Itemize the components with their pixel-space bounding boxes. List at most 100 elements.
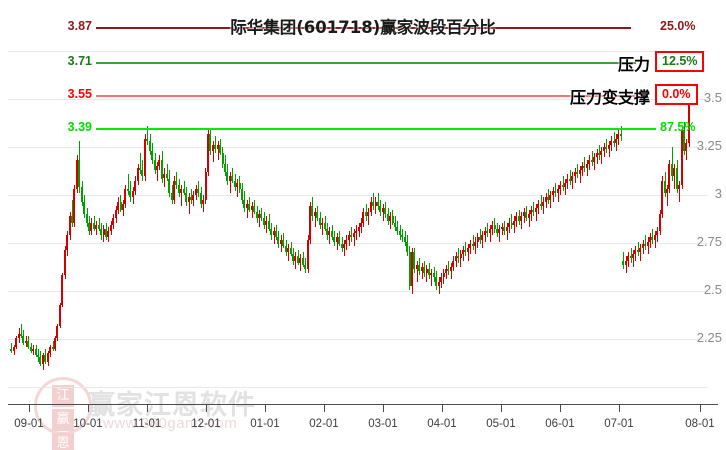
candle-wick [167,163,168,181]
gridline [8,387,708,388]
candle-wick [378,193,379,211]
candle-wick [19,327,20,343]
gann-band-line [96,27,631,29]
candle-wick [157,161,158,181]
candle-body [121,203,124,211]
candle-wick [621,125,622,141]
candle-wick [315,207,316,227]
candle-body [75,159,78,190]
candle-body [527,214,530,219]
candle-body [131,191,134,198]
candle-body [459,254,462,259]
y-axis-label: 3.25 [696,138,722,153]
candle-wick [128,174,129,196]
candle-body [437,281,440,286]
gann-price-label: 3.87 [67,19,92,33]
candle-body [204,172,207,200]
candle-body [206,134,209,173]
candle-wick [592,151,593,166]
candle-body [19,334,22,337]
candle-body [639,247,642,253]
candle-body [15,338,18,347]
candle-body [474,241,477,246]
candle-body [129,191,132,198]
candle-body [44,355,47,362]
candle-wick [648,237,649,255]
candle-body [138,167,141,171]
candle-wick [322,218,323,236]
candle-wick [667,184,668,206]
candle-wick [155,153,156,175]
watermark-brand: 赢家江恩软件 [88,390,256,421]
candle-wick [295,252,296,269]
candle-body [330,231,333,238]
candle-wick [511,214,512,229]
candle-body [554,191,557,194]
candle-body [66,235,69,251]
candle-body [634,250,637,255]
candle-body [61,275,64,305]
candle-wick [138,163,139,185]
candle-wick [308,235,309,274]
candle-body [265,220,268,225]
candle-body [219,144,222,154]
candle-body [90,222,93,232]
candle-body [112,218,115,225]
candle-wick [252,201,253,219]
candle-wick [21,323,22,339]
x-axis-tick [383,405,384,412]
x-axis-label: 06-01 [545,418,575,430]
candle-body [328,231,331,236]
candle-body [163,174,166,179]
candle-body [216,144,219,150]
candle-body [624,260,627,265]
candle-wick [181,184,182,206]
candle-body [413,252,416,269]
candle-body [469,243,472,248]
candle-body [355,231,358,234]
candle-body [415,264,418,269]
candle-body [357,226,360,232]
candle-wick [36,344,37,358]
candle-body [551,191,554,196]
candle-wick [645,235,646,251]
candle-body [27,340,30,347]
candle-body [12,346,15,352]
candle-body [576,172,579,175]
candle-body [665,189,668,194]
candle-body [483,231,486,236]
brand-logo-icon: 江 赢 恩 家 [34,377,92,450]
candle-body [359,222,362,227]
candle-body [68,216,71,236]
candle-wick [373,193,374,211]
x-axis-line [8,404,718,405]
candle-body [270,229,273,236]
gann-price-label: 3.39 [67,120,92,134]
gridline [8,51,708,52]
candle-body [580,165,583,171]
candle-wick [529,210,530,227]
candle-body [486,231,489,234]
candle-wick [536,203,537,221]
candle-body [379,205,382,213]
y-axis-label: 3 [714,186,722,201]
candle-body [267,220,270,229]
candle-body [607,144,610,150]
candle-body [398,231,401,236]
candle-wick [599,144,600,160]
candle-body [192,195,195,200]
candle-body [525,212,528,219]
candle-body [231,176,234,181]
candle-body [107,231,110,238]
candle-body [126,189,129,192]
candle-body [408,252,411,286]
candle-body [653,235,656,240]
candle-body [277,237,280,244]
candle-body [685,142,688,152]
candle-body [170,193,173,200]
candle-body [316,212,319,219]
candle-wick [359,222,360,238]
candle-body [508,222,511,227]
candle-wick [609,140,610,158]
candle-body [284,245,287,253]
